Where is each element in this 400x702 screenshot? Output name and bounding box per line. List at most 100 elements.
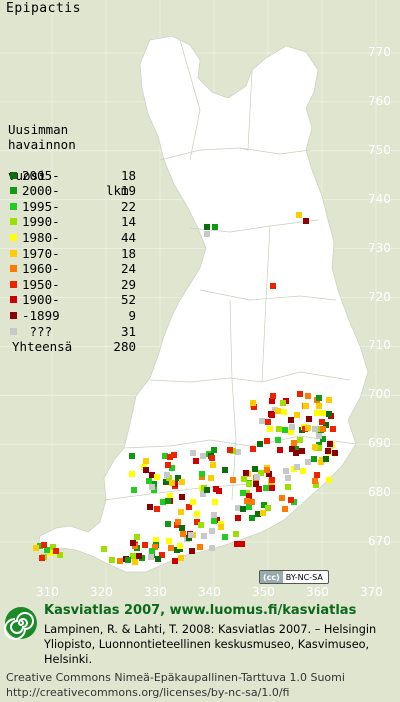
observation-square: [194, 511, 200, 517]
observation-square: [251, 404, 257, 410]
observation-square: [165, 462, 171, 468]
observation-square: [171, 452, 177, 458]
legend-count: 31: [120, 323, 136, 339]
observation-square: [200, 491, 206, 497]
observation-square: [312, 426, 318, 432]
observation-square: [175, 475, 181, 481]
observation-square: [57, 552, 63, 558]
observation-square: [261, 502, 267, 508]
legend-count: 52: [120, 292, 136, 308]
footer-license-url[interactable]: http://creativecommons.org/licenses/by-n…: [6, 686, 290, 699]
observation-square: [289, 446, 295, 452]
observation-square: [252, 466, 258, 472]
observation-square: [149, 548, 155, 554]
legend-col-year: vuosi: [8, 167, 46, 183]
observation-square: [234, 541, 240, 547]
observation-square: [259, 418, 265, 424]
y-axis-label: 710: [368, 338, 391, 353]
province-borders: [103, 39, 357, 501]
observation-square: [277, 447, 283, 453]
observation-square: [280, 400, 286, 406]
observation-square: [166, 538, 172, 544]
y-axis-label: 750: [368, 142, 391, 157]
observation-square: [146, 478, 152, 484]
observation-square: [311, 456, 317, 462]
observation-square: [132, 559, 138, 565]
observation-square: [101, 546, 107, 552]
observation-square: [326, 411, 332, 417]
legend-label: -1899: [22, 307, 60, 323]
observation-square: [279, 495, 285, 501]
observation-square: [316, 433, 322, 439]
y-axis-label: 720: [368, 289, 391, 304]
observation-square: [39, 555, 45, 561]
observation-square: [283, 468, 289, 474]
observation-square: [179, 525, 185, 531]
observation-square: [188, 532, 194, 538]
observation-square: [282, 427, 288, 433]
observation-square: [256, 486, 262, 492]
x-axis-label: 350: [252, 585, 275, 599]
observation-square: [285, 484, 291, 490]
observation-square: [211, 447, 217, 453]
y-axis-label: 670: [368, 534, 391, 548]
observation-square: [230, 477, 236, 483]
observation-square: [312, 444, 318, 450]
footer-headline[interactable]: Kasviatlas 2007, www.luomus.fi/kasviatla…: [44, 603, 357, 618]
legend-rows: 2005- 18 2000- 19 1995- 22 1990- 14 1980- 44 1970-…: [8, 168, 136, 340]
species-title: Epipactis: [6, 1, 81, 16]
legend-swatch: [10, 296, 17, 304]
legend-total-label: Yhteensä: [12, 339, 73, 355]
observation-square: [148, 554, 154, 560]
y-axis-label: 730: [368, 240, 391, 255]
observation-square: [177, 543, 183, 549]
observation-square: [198, 522, 204, 528]
legend-label: 1960-: [22, 261, 60, 277]
observation-square: [155, 556, 161, 562]
observation-square: [204, 224, 210, 230]
legend-label: ???: [22, 323, 53, 339]
observation-square: [209, 545, 215, 551]
observation-square: [44, 547, 50, 553]
observation-square: [197, 544, 203, 550]
observation-square: [314, 410, 320, 416]
observation-square: [190, 499, 196, 505]
x-axis-label: 310: [36, 585, 59, 599]
observation-square: [269, 412, 275, 418]
legend-header-columns: vuosi lkm: [8, 152, 129, 199]
observation-square: [216, 488, 222, 494]
legend-count: 9: [128, 307, 136, 323]
license-badge[interactable]: (cc) BY-NC-SA: [259, 570, 329, 584]
observation-square: [319, 419, 325, 425]
observation-square: [129, 471, 135, 477]
legend-row: -1899 9: [8, 307, 136, 324]
observation-square: [269, 398, 275, 404]
observation-square: [160, 499, 166, 505]
observation-square: [296, 212, 302, 218]
observation-square: [154, 474, 160, 480]
observation-square: [109, 557, 115, 563]
legend-row: 2000- 19: [8, 183, 136, 199]
legend-swatch: [10, 327, 17, 335]
legend-count: 22: [120, 198, 136, 214]
observation-square: [37, 543, 43, 549]
observation-square: [147, 504, 153, 510]
observation-square: [180, 531, 186, 537]
footer-citation: Lampinen, R. & Lahti, T. 2008: Kasviatla…: [44, 623, 377, 666]
y-axis-label: 740: [368, 191, 391, 206]
observation-square: [326, 477, 332, 483]
observation-points: [33, 212, 338, 565]
x-axis-label: 330: [144, 585, 167, 599]
legend-label: 1950-: [22, 276, 60, 292]
legend-header-line1: Uusimman: [8, 122, 69, 137]
legend-total-count: 280: [113, 339, 136, 355]
legend-count: 18: [120, 167, 136, 183]
observation-square: [179, 479, 185, 485]
observation-square: [270, 283, 276, 289]
legend-row: 1950- 29: [8, 276, 136, 293]
observation-square: [50, 544, 56, 550]
legend-count: 18: [120, 245, 136, 261]
observation-square: [265, 505, 271, 511]
legend-row: 2005- 18: [8, 168, 136, 184]
